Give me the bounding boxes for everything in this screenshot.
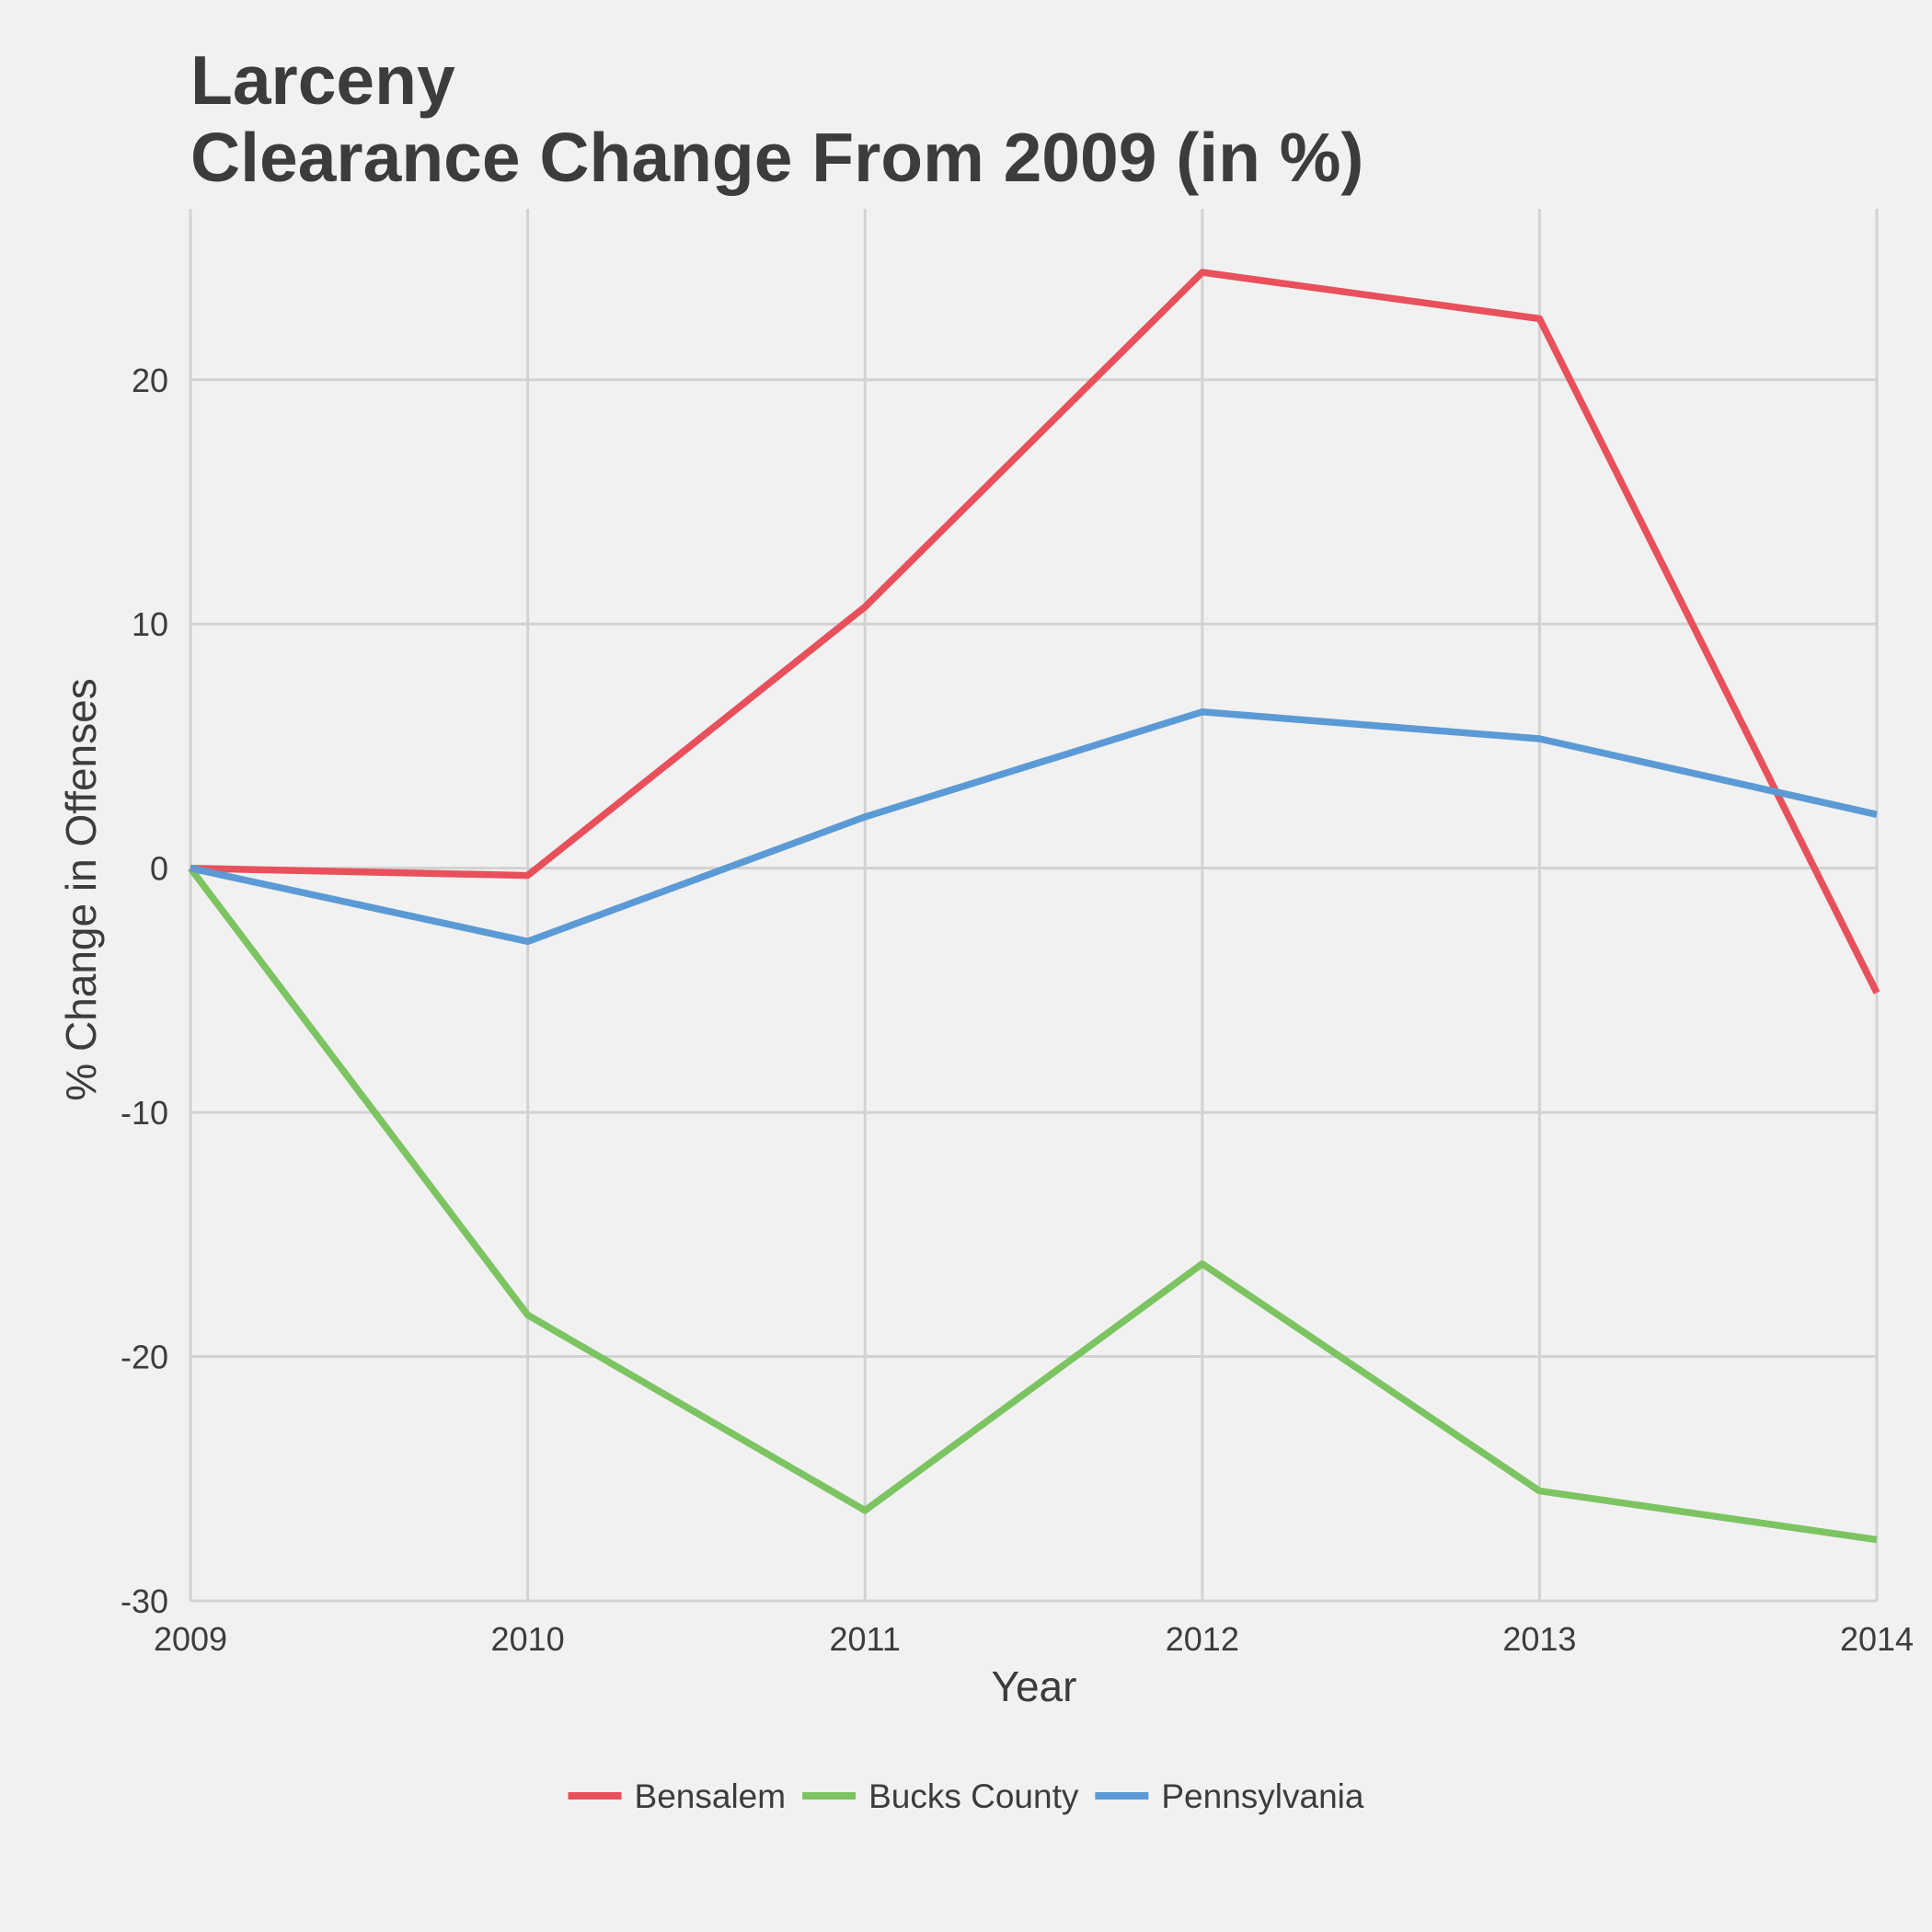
- x-axis-title: Year: [992, 1662, 1077, 1710]
- chart-title: Larceny: [190, 41, 455, 119]
- x-tick-label: 2013: [1502, 1620, 1576, 1658]
- y-tick-label: 0: [150, 850, 168, 888]
- legend: Bensalem Bucks County Pennsylvania: [568, 1777, 1364, 1815]
- series-line-bensalem: [190, 269, 1880, 995]
- y-axis-ticks: -30 -20 -10 0 10 20: [121, 362, 168, 1620]
- chart-subtitle: Clearance Change From 2009 (in %): [190, 119, 1363, 196]
- series-lines: [188, 269, 1880, 1544]
- x-tick-label: 2014: [1840, 1620, 1914, 1658]
- x-tick-label: 2012: [1166, 1620, 1239, 1658]
- y-tick-label: -30: [121, 1582, 168, 1620]
- x-axis-ticks: 2009 2010 2011 2012 2013 2014: [154, 1620, 1914, 1658]
- legend-label: Bensalem: [635, 1777, 787, 1815]
- x-tick-label: 2010: [491, 1620, 565, 1658]
- series-line-pennsylvania: [190, 708, 1878, 946]
- x-tick-label: 2009: [154, 1620, 227, 1658]
- x-tick-label: 2011: [829, 1620, 900, 1658]
- y-axis-title: % Change in Offenses: [57, 678, 105, 1100]
- y-tick-label: 10: [132, 605, 168, 643]
- legend-label: Pennsylvania: [1161, 1777, 1364, 1815]
- y-tick-label: 20: [132, 362, 168, 399]
- gridlines: [189, 209, 1879, 1603]
- series-line-bucks-county: [188, 866, 1878, 1544]
- y-tick-label: -10: [121, 1094, 168, 1132]
- legend-label: Bucks County: [868, 1777, 1079, 1815]
- y-tick-label: -20: [121, 1339, 168, 1376]
